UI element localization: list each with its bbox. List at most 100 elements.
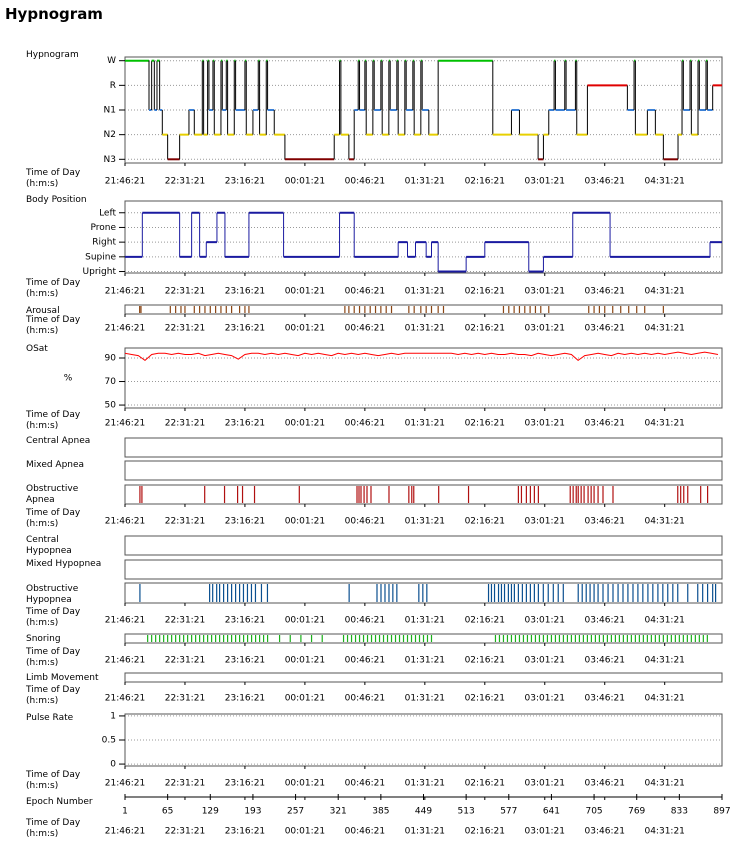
x-tick-label: 01:31:21 (405, 656, 445, 666)
x-tick-label: 23:16:21 (225, 656, 265, 666)
page-title: Hypnogram (5, 5, 103, 23)
x-tick-label: 02:16:21 (465, 779, 505, 789)
x-tick-label: 449 (415, 807, 432, 817)
x-axis-label: Time of Day (h:m:s) (26, 410, 81, 431)
x-tick-label: 705 (585, 807, 602, 817)
x-tick-label: 22:31:21 (165, 324, 205, 334)
x-tick-label: 03:01:21 (525, 694, 565, 704)
x-axis-label: Time of Day (h:m:s) (26, 278, 81, 299)
x-tick-label: 03:46:21 (585, 616, 625, 626)
x-tick-label: 00:46:21 (345, 419, 385, 429)
x-axis-label: Time of Day (h:m:s) (26, 168, 81, 189)
x-tick-label: 02:16:21 (465, 324, 505, 334)
x-tick-label: 21:46:21 (105, 287, 145, 297)
x-tick-label: 01:31:21 (405, 827, 445, 837)
x-tick-label: 01:31:21 (405, 616, 445, 626)
x-tick-label: 21:46:21 (105, 517, 145, 527)
x-tick-label: 23:16:21 (225, 517, 265, 527)
x-tick-label: 00:01:21 (285, 616, 325, 626)
y-tick-label: 0 (110, 760, 116, 770)
chart-label: Snoring (26, 634, 61, 644)
y-tick-label: Right (92, 238, 116, 248)
x-tick-label: 04:31:21 (644, 616, 684, 626)
x-axis-label: Time of Day (h:m:s) (26, 607, 81, 628)
x-tick-label: 22:31:21 (165, 656, 205, 666)
chart-label: Epoch Number (26, 797, 93, 807)
x-tick-label: 03:01:21 (525, 287, 565, 297)
x-tick-label: 193 (244, 807, 261, 817)
x-tick-label: 385 (372, 807, 389, 817)
x-tick-label: 03:46:21 (585, 517, 625, 527)
x-tick-label: 23:16:21 (225, 324, 265, 334)
y-tick-label: Left (99, 208, 116, 218)
x-tick-label: 00:46:21 (345, 694, 385, 704)
x-tick-label: 03:01:21 (525, 324, 565, 334)
x-tick-label: 641 (543, 807, 560, 817)
x-tick-label: 00:01:21 (285, 419, 325, 429)
x-tick-label: 03:01:21 (525, 827, 565, 837)
x-tick-label: 04:31:21 (644, 517, 684, 527)
x-tick-label: 23:16:21 (225, 694, 265, 704)
plot-box (124, 200, 723, 274)
x-tick-label: 129 (202, 807, 219, 817)
plot-box (124, 304, 723, 315)
x-tick-label: 22:31:21 (165, 616, 205, 626)
x-tick-label: 22:31:21 (165, 177, 205, 187)
x-tick-label: 22:31:21 (165, 779, 205, 789)
x-tick-label: 00:46:21 (345, 177, 385, 187)
y-tick-label: Upright (83, 267, 117, 277)
x-tick-label: 01:31:21 (405, 419, 445, 429)
x-tick-label: 00:01:21 (285, 694, 325, 704)
x-tick-label: 00:46:21 (345, 656, 385, 666)
chart-label: Obstructive Hypopnea (26, 584, 79, 605)
x-tick-label: 257 (287, 807, 304, 817)
x-tick-label: 02:16:21 (465, 616, 505, 626)
x-tick-label: 04:31:21 (644, 287, 684, 297)
x-tick-label: 04:31:21 (644, 827, 684, 837)
x-tick-label: 21:46:21 (105, 694, 145, 704)
plot-box (124, 582, 723, 604)
x-tick-label: 03:01:21 (525, 616, 565, 626)
y-axis-label: % (64, 374, 73, 384)
x-tick-label: 23:16:21 (225, 419, 265, 429)
x-tick-label: 00:01:21 (285, 779, 325, 789)
x-tick-label: 01:31:21 (405, 517, 445, 527)
x-tick-label: 23:16:21 (225, 779, 265, 789)
x-tick-label: 21:46:21 (105, 177, 145, 187)
x-tick-label: 02:16:21 (465, 419, 505, 429)
x-tick-label: 01:31:21 (405, 177, 445, 187)
y-tick-label: R (110, 81, 116, 91)
x-tick-label: 03:46:21 (585, 419, 625, 429)
x-tick-label: 03:46:21 (585, 177, 625, 187)
x-tick-label: 02:16:21 (465, 517, 505, 527)
x-tick-label: 00:46:21 (345, 616, 385, 626)
x-tick-label: 22:31:21 (165, 827, 205, 837)
x-tick-label: 03:01:21 (525, 779, 565, 789)
data-line (124, 351, 719, 362)
x-tick-label: 833 (671, 807, 688, 817)
x-tick-label: 00:01:21 (285, 656, 325, 666)
x-tick-label: 03:46:21 (585, 827, 625, 837)
chart-label: Central Apnea (26, 436, 91, 446)
x-tick-label: 00:01:21 (285, 517, 325, 527)
x-tick-label: 23:16:21 (225, 177, 265, 187)
x-tick-label: 577 (500, 807, 517, 817)
x-tick-label: 321 (330, 807, 347, 817)
x-tick-label: 23:16:21 (225, 287, 265, 297)
y-tick-label: 1 (110, 711, 116, 721)
plot-box (124, 437, 723, 458)
y-tick-label: N1 (104, 106, 116, 116)
y-tick-label: W (107, 56, 116, 66)
x-tick-label: 01:31:21 (405, 287, 445, 297)
x-tick-label: 02:16:21 (465, 694, 505, 704)
x-tick-label: 21:46:21 (105, 779, 145, 789)
x-tick-label: 00:46:21 (345, 779, 385, 789)
x-tick-label: 23:16:21 (225, 616, 265, 626)
x-tick-label: 21:46:21 (105, 827, 145, 837)
x-tick-label: 21:46:21 (105, 656, 145, 666)
x-tick-label: 03:46:21 (585, 656, 625, 666)
x-tick-label: 02:16:21 (465, 656, 505, 666)
plot-box (124, 347, 723, 409)
x-tick-label: 01:31:21 (405, 694, 445, 704)
